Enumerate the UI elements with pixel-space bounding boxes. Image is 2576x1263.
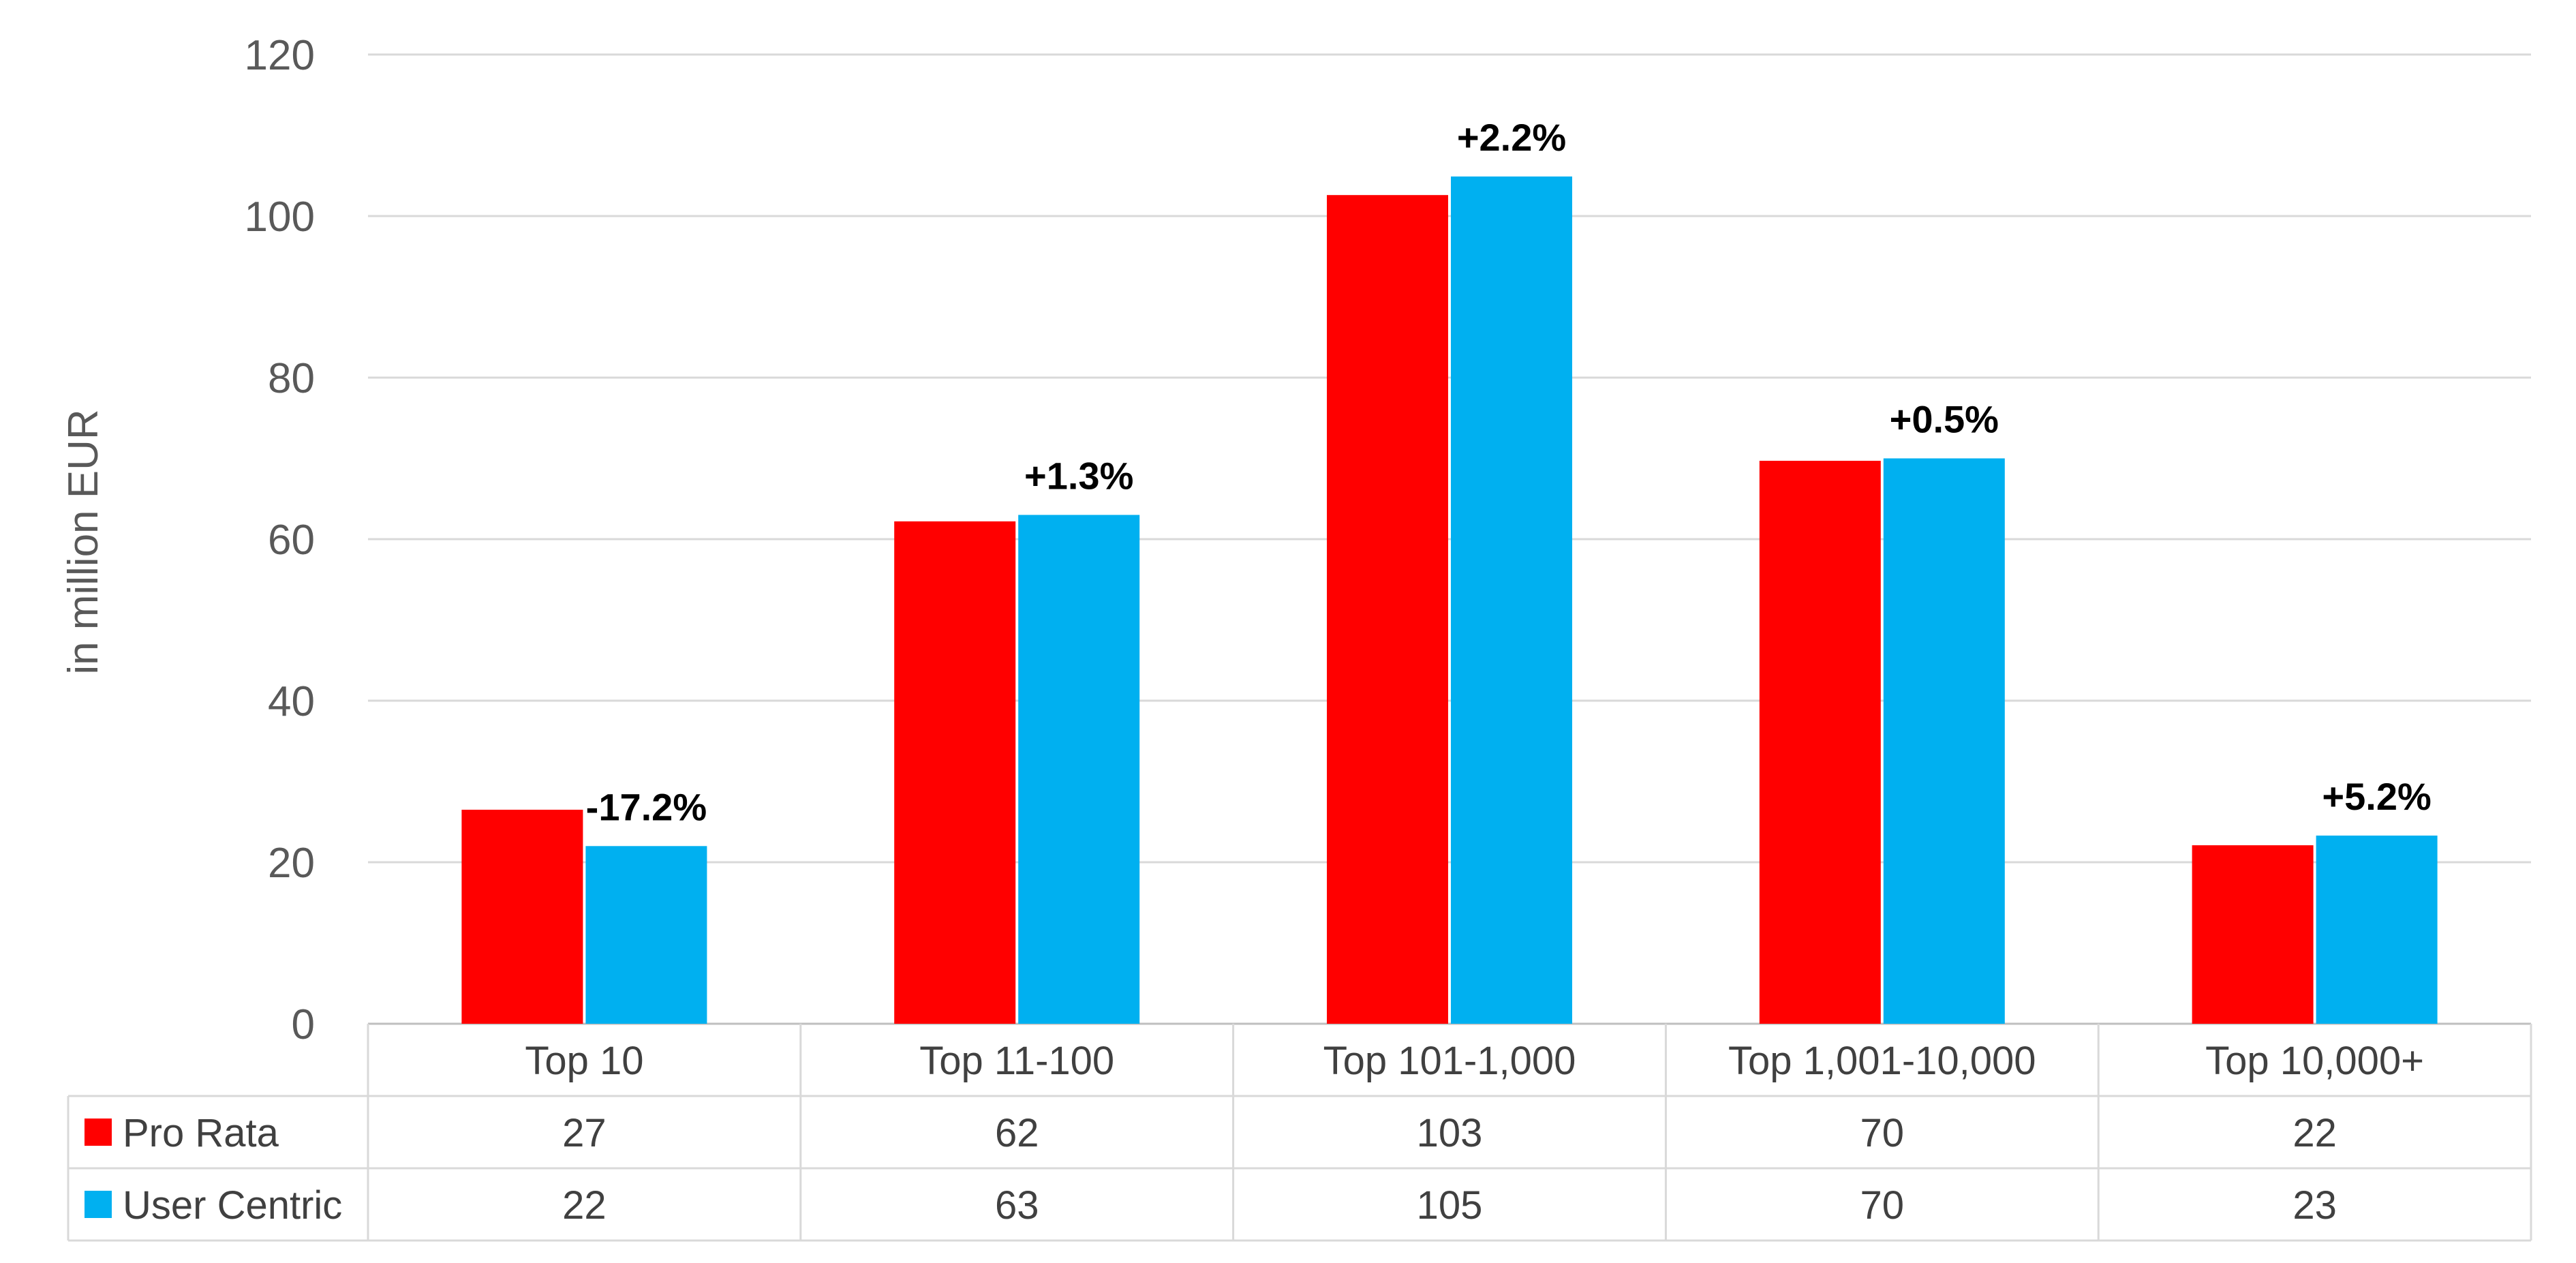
- bar-user-centric: [1451, 176, 1572, 1024]
- y-tick-label: 60: [268, 517, 315, 564]
- legend-swatch: [85, 1119, 112, 1146]
- bar-user-centric: [1883, 458, 2005, 1024]
- y-tick-label: 20: [268, 840, 315, 887]
- bar-user-centric: [1018, 515, 1140, 1024]
- bar-user-centric: [2316, 835, 2438, 1024]
- bar-pro-rata: [461, 809, 583, 1024]
- y-axis-ticks: 0 20 40 60 80 100 120: [245, 32, 315, 1048]
- y-tick-label: 100: [245, 194, 315, 241]
- y-tick-label: 0: [292, 1001, 315, 1048]
- x-category-label: Top 10,000+: [2205, 1039, 2424, 1083]
- table-value: 70: [1860, 1111, 1905, 1155]
- y-tick-label: 120: [245, 32, 315, 79]
- bar-user-centric: [585, 846, 707, 1024]
- y-tick-label: 40: [268, 678, 315, 725]
- percent-change-label: -17.2%: [586, 785, 707, 828]
- percent-change-label: +2.2%: [1457, 116, 1566, 159]
- bar-pro-rata: [894, 521, 1016, 1024]
- table-value: 22: [2293, 1111, 2337, 1155]
- table-value: 27: [562, 1111, 607, 1155]
- bar-pro-rata: [1759, 461, 1881, 1024]
- table-value: 63: [995, 1183, 1039, 1228]
- gridlines: [368, 53, 2531, 1025]
- data-table: Top 10 Top 11-100 Top 101-1,000 Top 1,001-1…: [67, 1024, 2532, 1242]
- percent-change-label: +0.5%: [1890, 398, 1999, 441]
- bar-pro-rata: [2192, 845, 2314, 1024]
- table-value: 22: [562, 1183, 607, 1228]
- bar-pro-rata: [1327, 195, 1448, 1024]
- annotations: -17.2% +1.3% +2.2% +0.5% +5.2%: [586, 116, 2432, 828]
- x-category-label: Top 10: [525, 1039, 643, 1083]
- percent-change-label: +1.3%: [1024, 454, 1133, 497]
- table-value: 105: [1417, 1183, 1483, 1228]
- bars: [461, 176, 2438, 1024]
- y-axis-label: in million EUR: [60, 409, 107, 674]
- percent-change-label: +5.2%: [2322, 775, 2431, 818]
- table-value: 103: [1417, 1111, 1483, 1155]
- x-category-label: Top 101-1,000: [1323, 1039, 1576, 1083]
- legend-label: User Centric: [123, 1183, 342, 1228]
- legend-label: Pro Rata: [123, 1111, 279, 1155]
- table-value: 70: [1860, 1183, 1905, 1228]
- table-value: 23: [2293, 1183, 2337, 1228]
- x-category-label: Top 11-100: [919, 1039, 1114, 1083]
- x-category-label: Top 1,001-10,000: [1728, 1039, 2036, 1083]
- y-tick-label: 80: [268, 355, 315, 402]
- legend-swatch: [85, 1191, 112, 1218]
- table-value: 62: [995, 1111, 1039, 1155]
